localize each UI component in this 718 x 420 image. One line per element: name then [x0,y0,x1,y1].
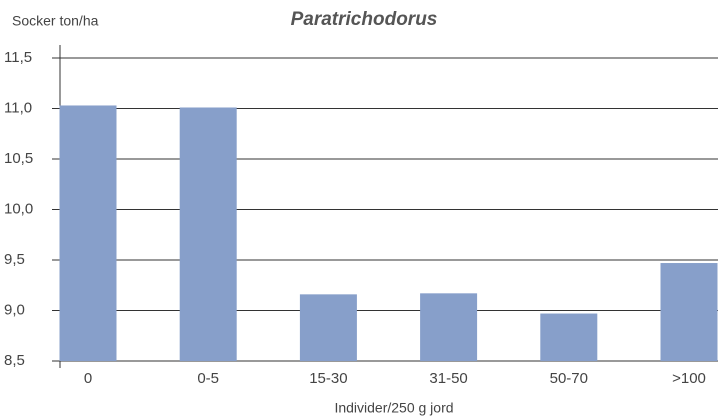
x-tick-label: 0 [84,370,92,387]
y-tick-label: 9,0 [4,301,25,318]
y-tick-label: 11,5 [4,49,32,66]
bar [420,293,478,361]
x-tick-label: 0-5 [197,370,219,387]
x-tick-label: >100 [672,370,706,387]
y-tick-label: 10,0 [4,200,33,217]
x-axis-label: Individer/250 g jord [334,400,453,416]
x-tick-label: 31-50 [429,370,467,387]
bar [660,263,718,361]
x-tick-label: 50-70 [550,370,588,387]
bar [179,107,237,362]
chart-title: Paratrichodorus [291,9,438,30]
bar [540,313,598,361]
y-tick-label: 9,5 [4,251,25,268]
y-tick-label: 10,5 [4,150,33,167]
x-tick-label: 15-30 [309,370,347,387]
bar [59,105,117,361]
y-tick-label: 8,5 [4,352,25,369]
y-axis-label: Socker ton/ha [12,13,99,29]
bar [299,294,357,361]
y-tick-label: 11,0 [4,99,32,116]
